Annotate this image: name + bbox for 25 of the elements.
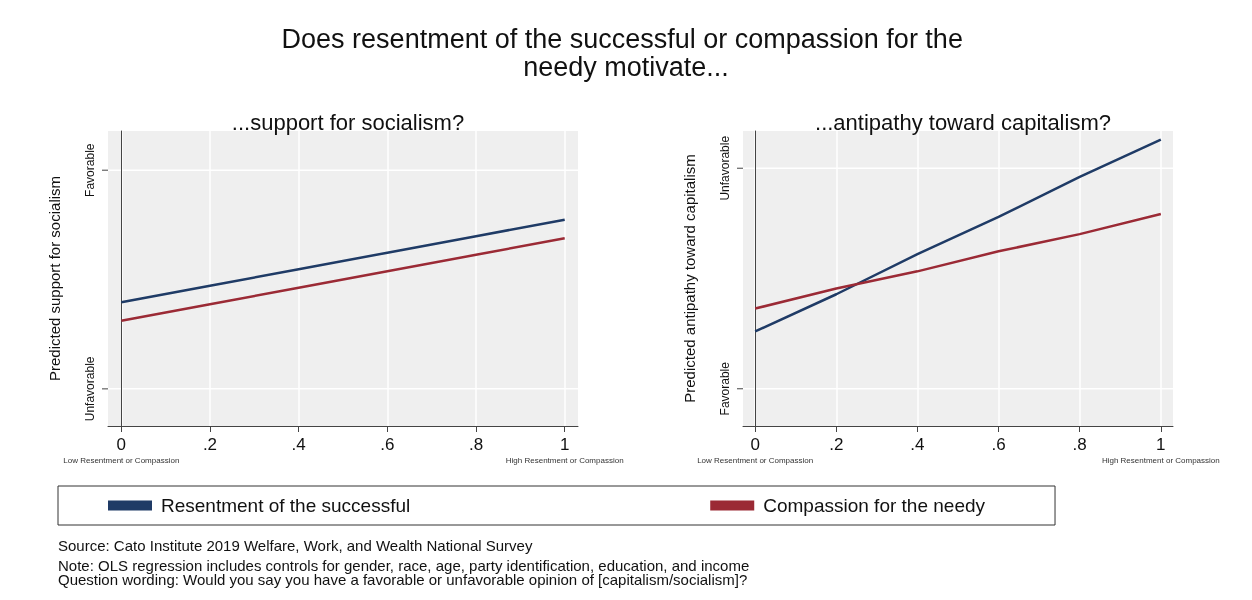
chart-title: ...antipathy toward capitalism?: [815, 109, 1111, 135]
x-tick-label: .6: [991, 434, 1006, 454]
chart-title: ...support for socialism?: [231, 109, 465, 135]
text: Favorable: [718, 361, 732, 416]
x-tick-label: .8: [1072, 434, 1087, 454]
legend-label: Compassion for the needy: [763, 495, 986, 516]
x-tick-label: 1 High Resentment or Compassion: [1101, 434, 1220, 465]
text: Favorable: [83, 143, 97, 197]
x-tick-label: 1 High Resentment or Compassion: [505, 434, 624, 465]
text: Note: OLS regression includes controls for gender, race, age, party identification, education, and income: [58, 557, 750, 574]
text: Unfavorable: [718, 135, 732, 201]
x-tick-label: 0 Low Resentment or Compassion: [63, 434, 180, 465]
source-note: Source: Cato Institute 2019 Welfare, Work, and Wealth National Survey: [58, 537, 533, 554]
x-tick-label: .6: [380, 434, 395, 454]
x-tick-label: .8: [468, 434, 484, 454]
legend-label: Resentment of the successful: [161, 495, 411, 516]
text: Unfavorable: [83, 356, 97, 422]
x-tick-label: .2: [202, 434, 218, 454]
x-tick-label: .2: [829, 434, 844, 454]
x-tick-label: .4: [910, 434, 925, 454]
x-tick-label: .4: [291, 434, 306, 454]
y-axis-title: Predicted antipathy toward capitalism: [681, 154, 698, 403]
text: Does resentment of the successful or compassion for the needy motivate...: [281, 24, 971, 82]
x-tick-label: 0 Low Resentment or Compassion: [697, 434, 814, 465]
y-axis-title: Predicted support for socialism: [46, 175, 63, 382]
